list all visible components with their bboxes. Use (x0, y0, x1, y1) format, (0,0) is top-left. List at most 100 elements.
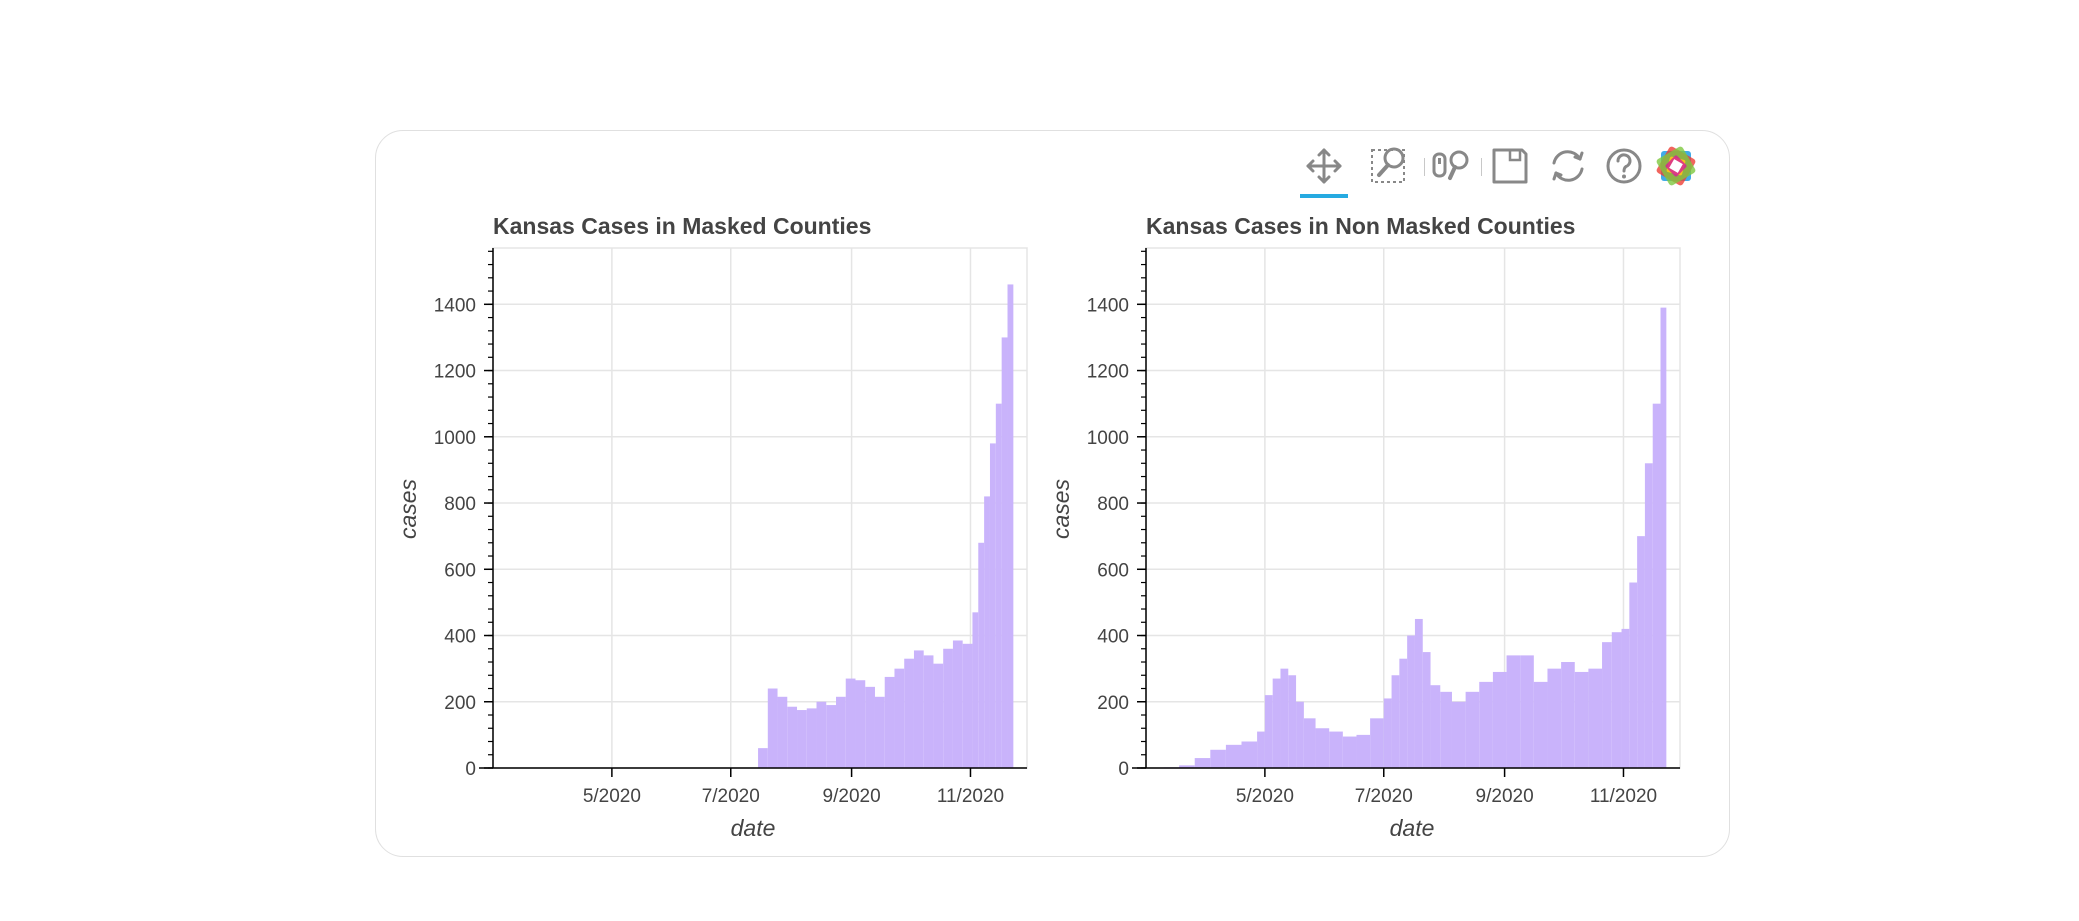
bar (962, 643, 973, 768)
pan-tool-button[interactable] (1300, 142, 1348, 198)
bar (952, 640, 963, 768)
bar (797, 710, 807, 768)
bar (855, 680, 866, 768)
bar (1479, 681, 1493, 768)
save-tool-button[interactable] (1486, 142, 1534, 190)
help-icon (1606, 148, 1642, 184)
y-tick-label: 600 (444, 560, 476, 581)
bar (1241, 741, 1258, 768)
bar (1652, 403, 1661, 768)
bar (1210, 749, 1226, 768)
y-tick-label: 1400 (1087, 295, 1129, 316)
y-tick-label: 800 (1097, 494, 1129, 515)
bar (1660, 307, 1667, 768)
bar (1547, 668, 1562, 768)
bar (865, 686, 875, 768)
bar (978, 542, 985, 768)
wheel-zoom-tool-button[interactable] (1428, 142, 1476, 190)
bar (884, 676, 895, 768)
y-tick-label: 200 (1097, 693, 1129, 714)
bar (989, 443, 996, 768)
bar (933, 663, 944, 768)
bar (1329, 731, 1343, 768)
bar (1492, 671, 1507, 768)
x-axis-label: date (731, 815, 776, 841)
bar (1637, 536, 1645, 768)
y-axis-label: cases (395, 478, 421, 539)
bar (1644, 463, 1653, 768)
bar (1465, 691, 1480, 768)
y-axis-label: cases (1048, 478, 1074, 539)
bar (1407, 635, 1415, 768)
bar (806, 708, 817, 768)
bar (1225, 744, 1242, 768)
bar (874, 696, 885, 768)
masked-counties-chart: Kansas Cases in Masked Counties 0 200 400 6… (395, 213, 1028, 841)
bar (1520, 655, 1534, 768)
bar (1533, 681, 1548, 768)
y-tick-label: 1400 (434, 295, 476, 316)
bar (1001, 337, 1008, 768)
x-tick-label: 5/2020 (1236, 786, 1294, 807)
bar (1574, 671, 1589, 768)
bar (995, 403, 1002, 768)
bar (1430, 685, 1441, 768)
bar (904, 658, 914, 768)
y-tick-label: 1000 (434, 428, 476, 449)
bar (787, 706, 798, 768)
wheel-zoom-icon (1432, 150, 1469, 180)
bar (1194, 758, 1211, 768)
bar (1179, 765, 1195, 768)
help-tool-button[interactable] (1600, 142, 1648, 190)
x-tick-label: 9/2020 (1476, 786, 1534, 807)
save-icon (1492, 148, 1528, 184)
x-tick-label: 9/2020 (823, 786, 881, 807)
y-tick-label: 1200 (434, 362, 476, 383)
bokeh-logo-icon (1656, 146, 1696, 186)
y-tick-label: 1200 (1087, 362, 1129, 383)
bar (1007, 284, 1014, 768)
non-masked-counties-plot[interactable]: Kansas Cases in Non Masked Counties 0 200… (1043, 205, 1703, 865)
bar (1611, 632, 1622, 768)
box-zoom-tool-button[interactable] (1368, 142, 1416, 190)
bar (1315, 728, 1330, 768)
bar (826, 705, 836, 768)
masked-counties-plot[interactable]: Kansas Cases in Masked Counties 0 200 400 6… (390, 205, 1050, 865)
chart-title: Kansas Cases in Masked Counties (493, 213, 871, 239)
bar (1303, 718, 1316, 768)
x-tick-label: 11/2020 (1590, 786, 1657, 807)
bar (913, 650, 924, 768)
bar (1399, 658, 1408, 768)
bar (1414, 618, 1423, 768)
bar (777, 696, 788, 768)
bar (943, 648, 953, 768)
bar (1342, 736, 1357, 768)
bar (1422, 652, 1431, 768)
x-tick-label: 7/2020 (702, 786, 760, 807)
bar (1257, 731, 1265, 768)
bar (1602, 642, 1612, 768)
bar (1588, 668, 1603, 768)
bar (894, 668, 905, 768)
bar (845, 678, 856, 768)
bar (972, 612, 979, 768)
plot-toolbar (1300, 142, 1700, 198)
bar (984, 496, 990, 768)
y-tick-label: 200 (444, 693, 476, 714)
bar (767, 688, 778, 768)
y-tick-label: 1000 (1087, 428, 1129, 449)
bar (1272, 678, 1281, 768)
y-tick-label: 0 (1118, 759, 1129, 780)
non-masked-counties-chart: Kansas Cases in Non Masked Counties 0 200… (1048, 213, 1681, 841)
reset-tool-button[interactable] (1544, 142, 1592, 190)
y-tick-label: 600 (1097, 560, 1129, 581)
pan-icon (1306, 148, 1342, 184)
bar (1440, 691, 1452, 768)
bar (1296, 701, 1304, 768)
bar (1561, 662, 1575, 768)
bar (1383, 698, 1392, 768)
y-tick-label: 400 (444, 627, 476, 648)
bokeh-logo-link[interactable] (1652, 142, 1700, 190)
bar (836, 696, 846, 768)
toolbar-separator (1424, 158, 1425, 176)
